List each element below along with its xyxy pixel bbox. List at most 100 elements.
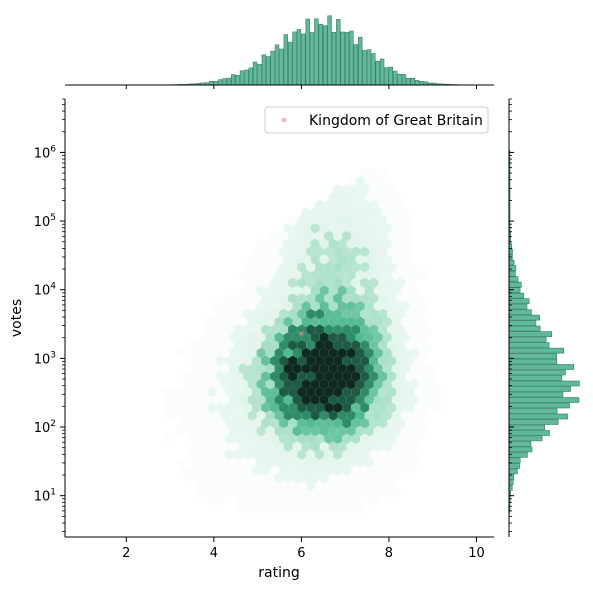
marginal-x-bar [301,34,305,85]
marginal-x-bar [240,71,244,85]
y-tick-label: 104 [34,282,57,299]
marginal-x-bar [393,71,397,85]
marginal-y-bar [509,441,531,446]
marginal-x-bar [227,78,231,85]
x-tick-label: 2 [122,546,130,561]
y-axis-label: votes [9,299,25,337]
y-tick-label: 106 [34,144,57,161]
marginal-y-bar [509,271,515,276]
marginal-y-bar [509,321,536,326]
marginal-x-bar [323,26,327,85]
x-axis-label: rating [258,565,299,581]
marginal-x-bar [385,68,389,85]
marginal-x-bar [214,81,218,85]
marginal-x-bar [402,74,406,85]
y-tick-label: 102 [34,419,56,436]
marginal-x-bar [253,62,257,85]
marginal-x-bar [288,42,292,85]
marginal-x-bar [415,80,419,85]
marginal-x-bar [376,61,380,85]
marginal-y-bar [509,326,540,331]
marginal-x-bar [367,50,371,85]
marginal-x-bar [258,64,262,85]
marginal-y-bar [509,260,514,265]
marginal-x-bar [420,81,424,85]
marginal-y-bar [509,381,579,386]
marginal-y-bar [509,436,542,441]
marginal-x-bar [271,51,275,85]
marginal-x-bar [371,54,375,86]
marginal-y-bar [509,447,532,452]
marginal-y-bar [509,332,552,337]
marginal-x-bar [297,30,301,86]
y-tick-label: 105 [34,213,56,230]
marginal-y-bar [509,414,568,419]
marginal-x-bar [306,19,310,85]
marginal-y-bar [509,409,557,414]
marginal-x-bar [284,35,288,85]
marginal-y-bar [509,315,540,320]
legend: Kingdom of Great Britain [265,107,488,133]
marginal-x-bar [210,81,214,85]
marginal-y-bar [509,293,524,298]
marginal-y-bar [509,370,565,375]
marginal-x-bar [336,19,340,85]
marginal-y-bar [509,310,531,315]
marginal-x-bar [389,67,393,85]
marginal-y-bar [509,354,557,359]
marginal-y-bar [509,452,527,457]
marginal-x-bar [310,33,314,86]
marginal-x-bar [350,31,354,85]
marginal-x-bar [293,32,297,85]
marginal-y-histogram [509,99,579,537]
marginal-y-bar [509,392,563,397]
marginal-y-bar [509,387,571,392]
legend-label: Kingdom of Great Britain [309,113,483,129]
marginal-y-bar [509,463,520,468]
marginal-x-bar [354,45,358,85]
marginal-x-bar [319,24,323,85]
x-tick-label: 6 [297,546,305,561]
marginal-y-bar [509,420,558,425]
hexbin-cell [176,348,185,358]
hexbin-layer [162,168,441,514]
x-tick-label: 4 [210,546,218,561]
marginal-y-bar [509,249,513,254]
marginal-y-bar [509,376,562,381]
marginal-y-bar [509,282,521,287]
marginal-y-bar [509,469,517,474]
marginal-x-bar [223,79,227,85]
marginal-x-bar [266,57,270,85]
marginal-y-bar [509,431,550,436]
marginal-x-bar [315,19,319,85]
marginal-x-bar [358,37,362,85]
marginal-y-bar [509,480,513,485]
marginal-x-bar [363,51,367,86]
marginal-x-bar [341,32,345,85]
marginal-x-bar [218,80,222,85]
marginal-x-bar [262,55,266,85]
marginal-y-bar [509,398,579,403]
marginal-x-bar [398,74,402,85]
marginal-x-bar [380,59,384,85]
marginal-x-bar [345,32,349,85]
marginal-y-bar [509,359,557,364]
marginal-y-bar [509,365,574,370]
x-tick-label: 10 [468,546,485,561]
marginal-y-bar [509,337,546,342]
y-tick-label: 101 [34,488,56,505]
hexbin-cell [162,434,171,444]
marginal-x-bar [231,75,235,85]
x-tick-label: 8 [385,546,393,561]
marginal-y-bar [509,348,564,353]
marginal-x-bar [411,78,415,85]
marginal-y-bar [509,299,529,304]
hexbin-cell [419,270,428,280]
marginal-x-bar [275,45,279,85]
marginal-y-bar [509,277,518,282]
marginal-x-bar [280,49,284,85]
marginal-x-histogram [65,16,494,89]
marginal-x-bar [236,75,240,85]
